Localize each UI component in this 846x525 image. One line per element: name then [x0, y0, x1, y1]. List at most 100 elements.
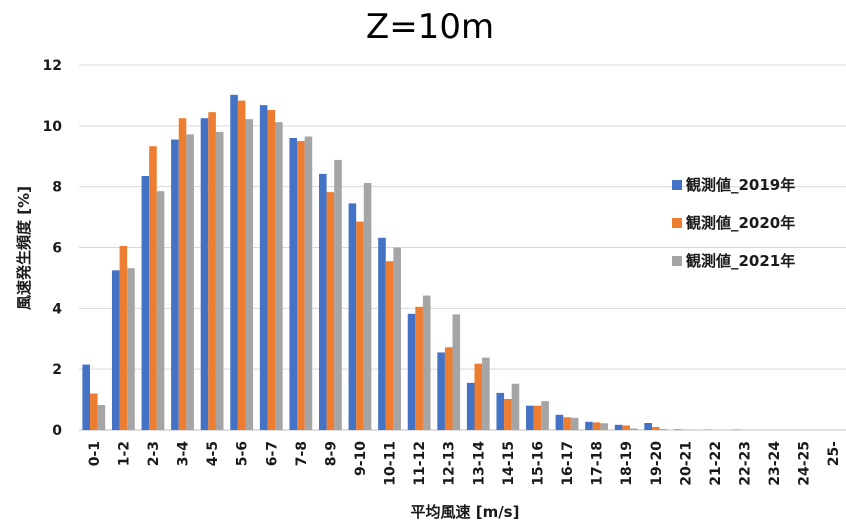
bar — [504, 398, 512, 430]
bars — [82, 94, 741, 431]
bar — [111, 270, 120, 430]
bar — [496, 392, 505, 430]
legend-label: 観測値_2019年 — [686, 176, 795, 194]
bar — [629, 428, 638, 430]
x-tick-label: 13-14 — [471, 441, 487, 486]
x-tick-label: 10-11 — [383, 441, 399, 486]
bar — [533, 405, 542, 430]
x-tick-label: 18-19 — [619, 441, 635, 486]
bar — [186, 134, 194, 430]
bar — [407, 313, 416, 430]
x-tick-label: 14-15 — [501, 441, 517, 486]
x-tick-label: 24-25 — [797, 441, 813, 486]
x-tick-label: 23-24 — [767, 441, 783, 486]
bar — [171, 139, 179, 431]
bar — [289, 138, 298, 430]
x-tick-label: 0-1 — [87, 441, 103, 466]
y-tick-label: 2 — [52, 362, 62, 378]
bar — [526, 405, 534, 430]
bar — [326, 192, 335, 430]
bar — [482, 357, 490, 430]
y-tick-label: 10 — [43, 119, 63, 135]
bar — [644, 423, 652, 430]
x-tick-label: 25- — [826, 441, 842, 466]
x-tick-label: 4-5 — [205, 441, 221, 466]
x-tick-label: 20-21 — [678, 441, 694, 486]
y-tick-label: 6 — [52, 241, 62, 257]
legend-swatch — [672, 180, 682, 190]
x-tick-label: 15-16 — [530, 441, 546, 486]
x-tick-label: 6-7 — [264, 441, 280, 466]
legend-label: 観測値_2020年 — [686, 214, 795, 232]
bar — [415, 306, 423, 430]
bar — [178, 118, 187, 431]
bar — [363, 183, 372, 430]
legend-label: 観測値_2021年 — [686, 252, 795, 270]
x-tick-label: 7-8 — [294, 441, 310, 466]
bar — [297, 141, 305, 430]
bar — [230, 94, 238, 430]
x-tick-label: 1-2 — [116, 441, 132, 466]
bar — [215, 131, 224, 430]
bar — [82, 364, 90, 430]
x-axis-label: 平均風速 [m/s] — [411, 503, 520, 521]
bar — [378, 237, 386, 430]
x-tick-label: 16-17 — [560, 441, 576, 486]
bar — [356, 221, 364, 430]
y-tick-label: 12 — [43, 58, 62, 74]
bar — [304, 136, 313, 430]
x-tick-label: 12-13 — [442, 441, 458, 486]
gridlines — [79, 64, 846, 431]
y-axis-label: 風速発生頻度 [%] — [15, 186, 33, 310]
bar — [156, 191, 165, 430]
bar — [466, 382, 475, 430]
bar — [444, 347, 453, 430]
bar — [474, 363, 483, 430]
y-tick-label: 0 — [52, 423, 62, 439]
bar — [267, 110, 276, 431]
bar — [511, 383, 520, 430]
bar — [651, 426, 660, 430]
bar — [334, 159, 342, 430]
x-tick-label: 21-22 — [708, 441, 724, 486]
x-tick-label: 9-10 — [353, 441, 369, 476]
bar — [149, 146, 157, 430]
bar — [127, 268, 135, 430]
legend-swatch — [672, 218, 682, 228]
bar — [563, 417, 571, 430]
y-axis-ticks: 0 2 4 6 8 10 12 — [43, 58, 63, 439]
bar — [319, 173, 327, 430]
bar — [208, 112, 216, 430]
bar — [141, 176, 150, 430]
x-tick-label: 19-20 — [649, 441, 665, 486]
bar — [614, 424, 623, 430]
bar — [237, 100, 246, 431]
x-tick-label: 3-4 — [176, 441, 192, 467]
bar — [437, 352, 445, 430]
bar — [245, 119, 254, 431]
x-tick-label: 22-23 — [737, 441, 753, 486]
bar — [89, 393, 98, 430]
bar — [570, 417, 579, 430]
bar — [452, 314, 461, 430]
bar — [673, 429, 682, 430]
x-tick-label: 5-6 — [235, 441, 251, 466]
x-tick-label: 8-9 — [323, 441, 339, 466]
bar — [348, 203, 357, 430]
bar — [393, 247, 401, 430]
bar — [585, 421, 593, 430]
x-tick-label: 2-3 — [146, 441, 162, 466]
x-tick-label: 17-18 — [590, 441, 606, 486]
legend-swatch — [672, 256, 682, 266]
bar — [592, 422, 601, 430]
bar — [200, 118, 209, 431]
y-tick-label: 8 — [52, 180, 62, 196]
bar — [659, 429, 668, 430]
bar — [422, 295, 431, 430]
bar — [622, 425, 630, 430]
bar — [555, 414, 564, 430]
y-tick-label: 4 — [52, 301, 62, 317]
bar — [541, 401, 549, 430]
